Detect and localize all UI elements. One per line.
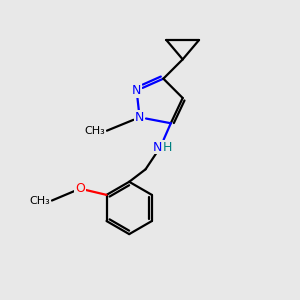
Text: H: H — [163, 140, 172, 154]
Text: N: N — [135, 111, 144, 124]
Text: CH₃: CH₃ — [30, 196, 50, 206]
Text: CH₃: CH₃ — [85, 126, 105, 136]
Text: N: N — [153, 140, 162, 154]
Text: N: N — [132, 84, 141, 97]
Text: O: O — [75, 182, 85, 195]
